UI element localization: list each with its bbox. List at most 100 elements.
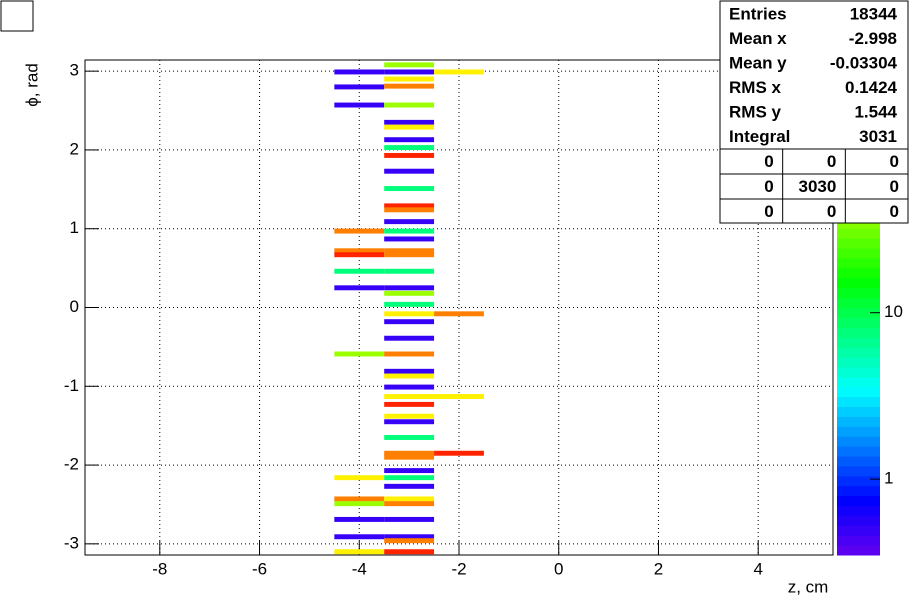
cell [384,119,435,125]
cell [384,102,435,108]
x-tick-label: -2 [451,559,466,578]
cell [384,76,435,82]
palette-band [837,465,880,477]
stats-value: 1.544 [854,102,897,121]
stats-box [719,0,909,224]
palette-band [837,238,880,249]
cell [334,534,385,540]
y-tick-label: 1 [70,218,79,237]
overflow-value: 3030 [799,177,837,196]
cell [384,168,435,174]
overflow-value: 0 [827,202,836,221]
x-tick-label: -6 [252,559,267,578]
stats-value: 18344 [850,4,898,23]
palette-band [837,545,880,556]
cell [434,394,484,399]
y-tick-label: 2 [70,139,79,158]
cell [334,475,385,481]
overflow-value: 0 [764,202,773,221]
palette-band [837,446,880,457]
cell [384,311,435,317]
palette-band [837,337,880,348]
palette-band [837,327,880,338]
cell [334,516,385,522]
overflow-value: 0 [764,152,773,171]
palette-band [837,228,880,239]
cell [334,549,385,555]
palette-band [837,396,880,407]
palette-band [837,475,880,487]
cell [384,219,435,225]
x-tick-label: -8 [152,559,167,578]
cell [384,454,435,460]
cell [384,186,435,192]
cell [384,373,435,379]
palette-band [837,218,880,229]
y-axis-label: ϕ, rad [22,63,41,107]
cell [384,335,435,341]
palette-band [837,267,880,279]
stats-value: -2.998 [849,29,897,48]
cell [334,69,385,75]
cell [384,450,435,456]
overflow-value: 0 [890,177,899,196]
palette-band [837,436,880,447]
palette-band [837,535,880,546]
x-axis-label: z, cm [788,577,829,596]
overflow-value: 0 [764,177,773,196]
stats-label: Entries [729,4,787,23]
cell [384,501,435,507]
stats-value: 3031 [859,127,897,146]
cell [384,124,435,130]
cell [334,248,385,254]
cell [384,285,435,291]
cell [434,311,484,317]
palette-band [837,515,880,526]
cell [384,468,435,474]
cell [384,248,435,254]
palette-band [837,277,880,289]
cell [334,496,385,502]
title-box [0,0,34,32]
cell [384,207,435,213]
cell [384,319,435,325]
y-tick-label: 3 [70,61,79,80]
cell [334,285,385,291]
y-tick-label: -1 [64,376,79,395]
palette-band [837,495,880,506]
x-tick-label: 0 [554,559,563,578]
palette-band [837,317,880,328]
cell [384,483,435,489]
palette-band [837,287,880,299]
palette-band [837,248,880,259]
cell [384,368,435,374]
cell [384,145,435,151]
palette-band [837,347,880,358]
cell [384,137,435,143]
palette-band [837,505,880,516]
palette-band [837,485,880,497]
cell [434,450,484,456]
stats-value: -0.03304 [830,53,898,72]
cell [434,69,484,75]
cell [384,83,435,89]
palette-band [837,386,880,398]
cell [384,516,435,522]
cell [384,534,435,540]
stats-label: Mean x [729,29,787,48]
cell [384,384,435,390]
palette-band [837,297,880,308]
palette-band [837,416,880,427]
cell [334,102,385,108]
cell [384,401,435,407]
y-tick-label: -2 [64,455,79,474]
cell [384,290,435,296]
palette-band [837,357,880,368]
x-tick-label: 4 [753,559,762,578]
x-tick-label: -4 [352,559,367,578]
cell [384,236,435,242]
x-tick-label: 2 [654,559,663,578]
stats-label: Integral [729,127,790,146]
cell [334,268,385,274]
